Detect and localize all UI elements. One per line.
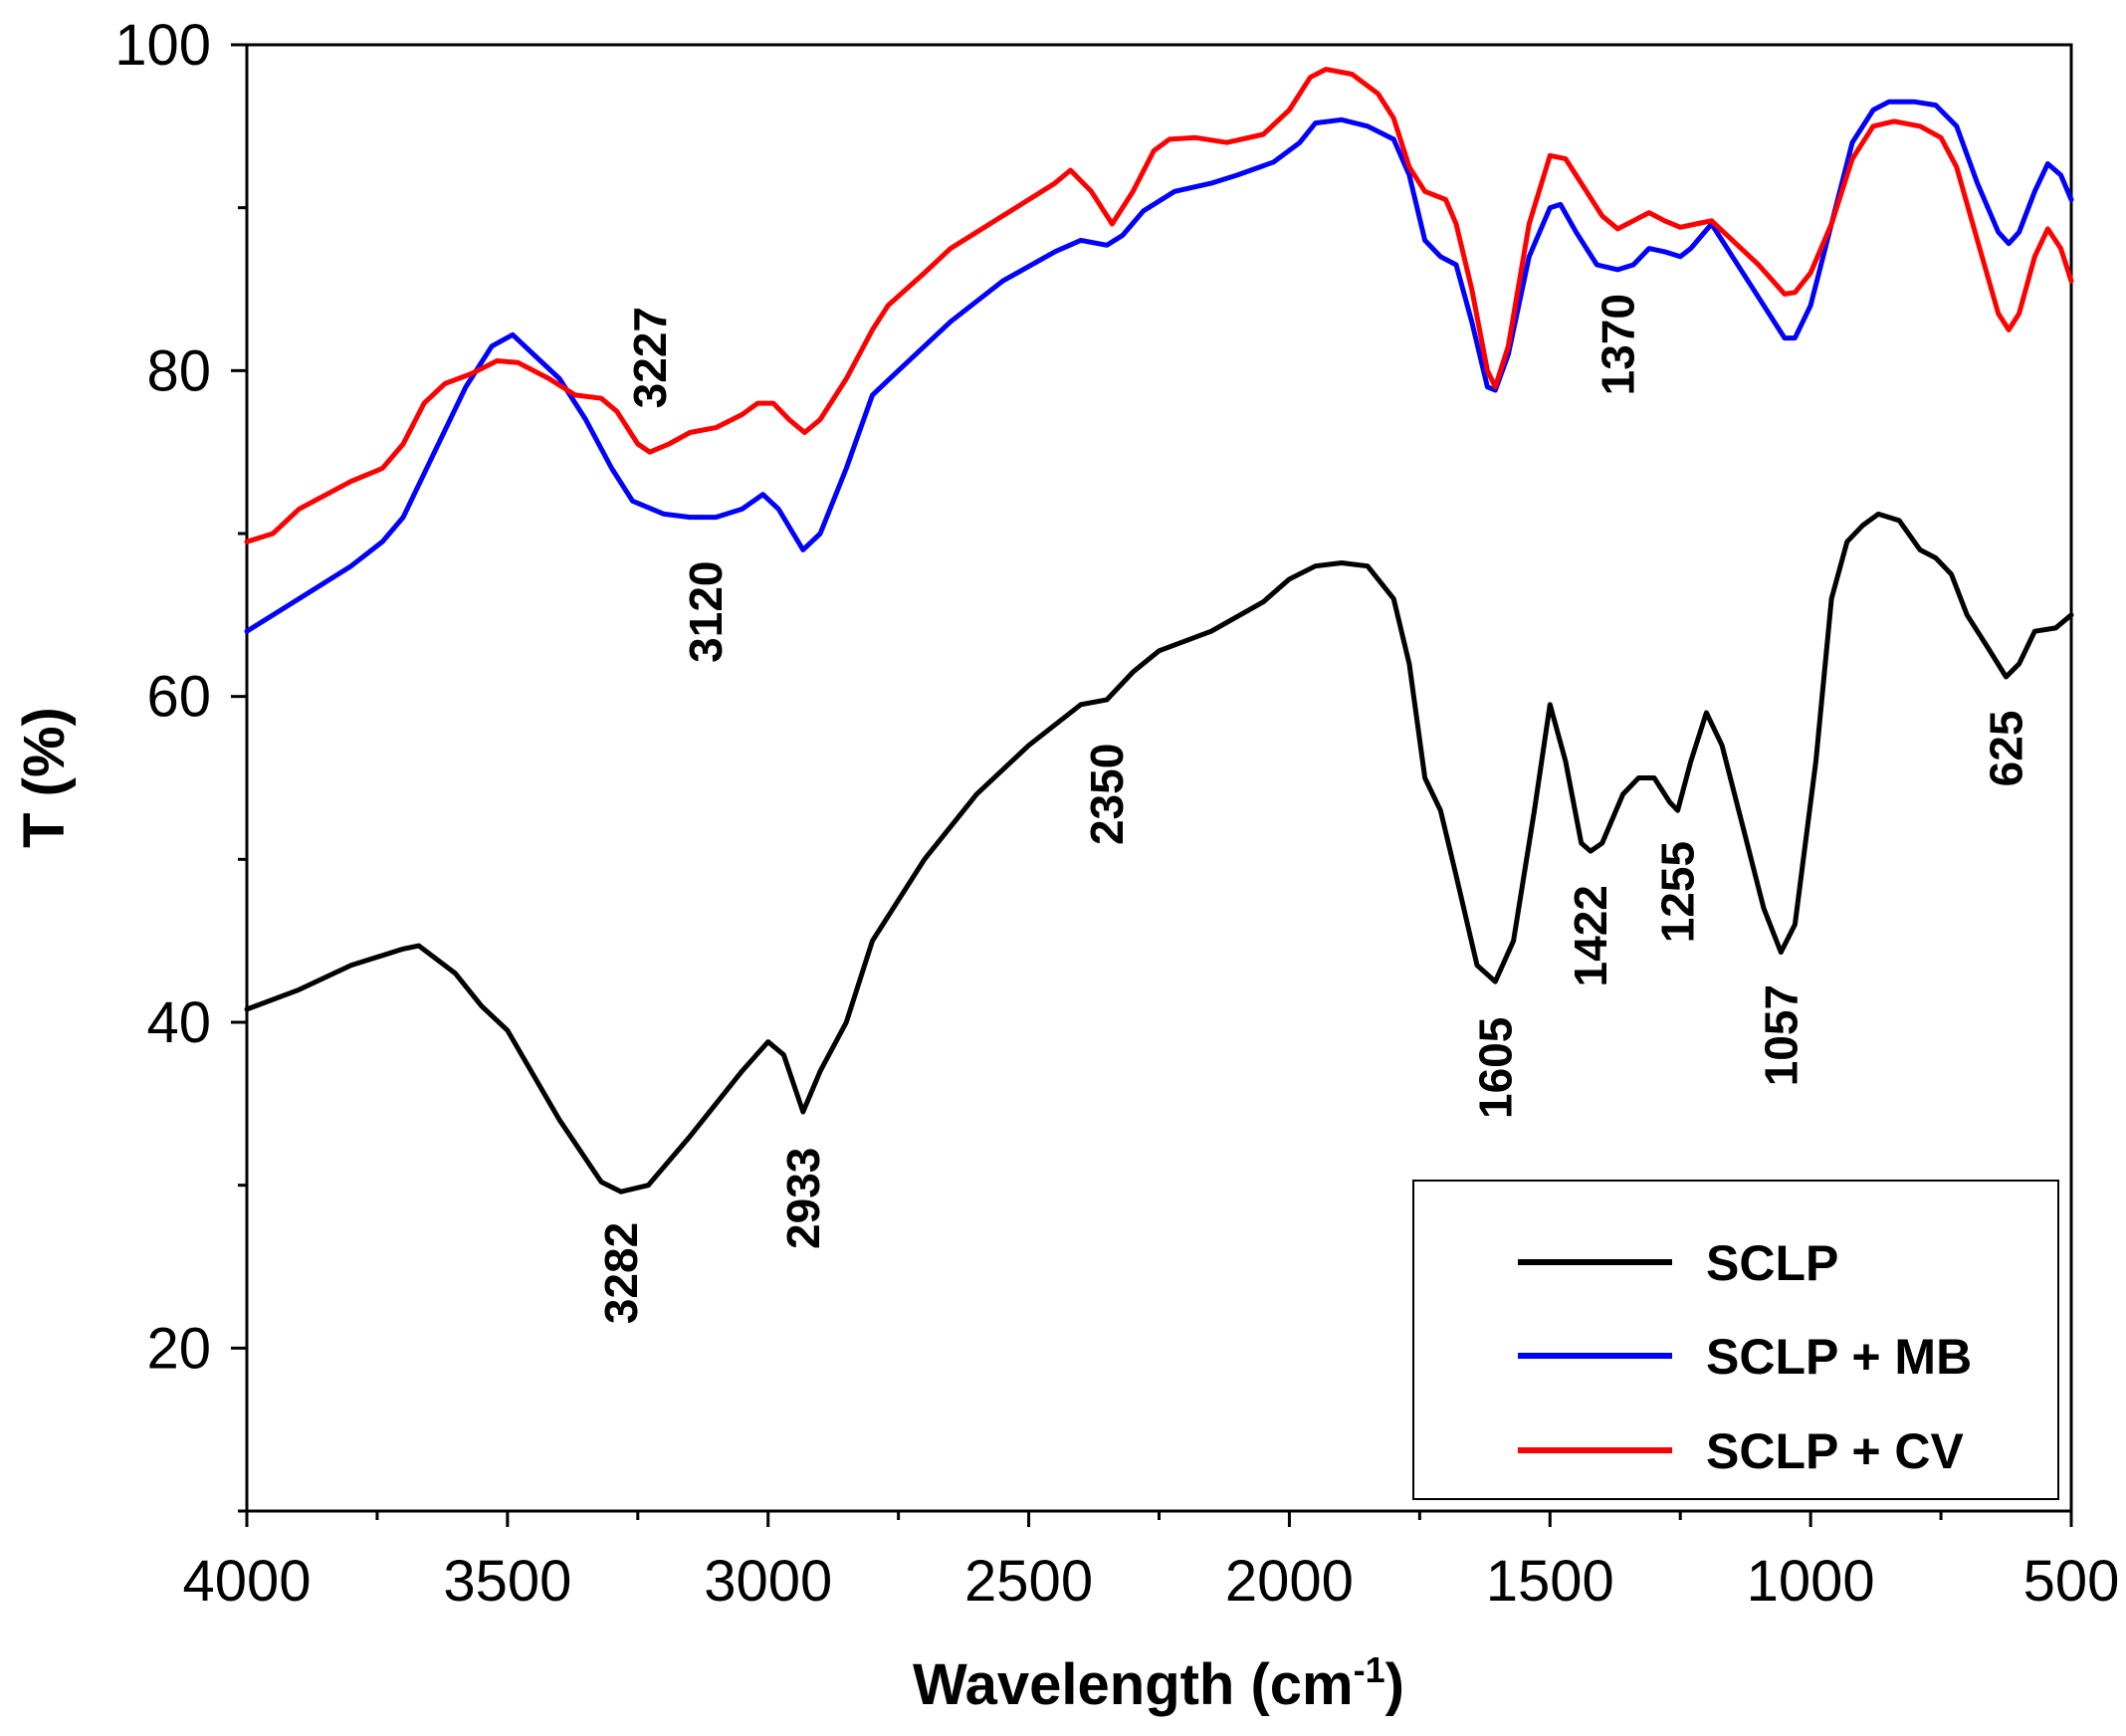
y-tick-label-40: 40: [146, 990, 211, 1055]
peak-label-1057: 1057: [1755, 984, 1807, 1086]
peak-label-3120: 3120: [680, 560, 732, 662]
series-line-sclp-cv: [244, 67, 2074, 544]
peak-label-3227: 3227: [624, 307, 676, 408]
peak-label-3282: 3282: [595, 1222, 647, 1324]
legend-label-sclp-cv: SCLP + CV: [1706, 1423, 1965, 1479]
series-line-sclp-mb: [244, 99, 2074, 634]
y-tick-label-100: 100: [114, 13, 211, 78]
x-tick-label-500: 500: [2023, 1549, 2120, 1614]
peak-label-2933: 2933: [777, 1148, 829, 1249]
peak-label-2350: 2350: [1081, 744, 1133, 845]
x-tick-label-2500: 2500: [964, 1549, 1093, 1614]
x-tick-label-1000: 1000: [1747, 1549, 1875, 1614]
y-axis-title: T (%): [12, 707, 77, 848]
series-layer: [244, 67, 2074, 1194]
axis-ticks: 4000 3500 3000 2500 2000 1500 1000 500 20 40 60 80 1…: [114, 13, 2119, 1614]
legend-box: [1412, 1180, 2059, 1500]
peak-label-1422: 1422: [1565, 885, 1616, 986]
series-line-sclp: [244, 511, 2074, 1194]
legend-label-sclp-mb: SCLP + MB: [1706, 1329, 1972, 1385]
x-tick-label-3000: 3000: [704, 1549, 832, 1614]
y-tick-label-60: 60: [146, 665, 211, 730]
x-axis-title: Wavelength (cm-1): [913, 1649, 1404, 1717]
peak-label-625: 625: [1981, 711, 2032, 787]
peak-label-1605: 1605: [1469, 1017, 1521, 1119]
x-tick-label-4000: 4000: [182, 1549, 311, 1614]
y-tick-label-20: 20: [146, 1316, 211, 1381]
legend: SCLP SCLP + MB SCLP + CV: [1412, 1180, 2059, 1500]
peak-label-1255: 1255: [1652, 841, 1704, 943]
x-tick-label-3500: 3500: [443, 1549, 571, 1614]
x-tick-label-1500: 1500: [1486, 1549, 1614, 1614]
peak-label-1370: 1370: [1592, 294, 1643, 395]
legend-label-sclp: SCLP: [1706, 1235, 1838, 1291]
peak-annotations: 3227 3120 3282 2933 2350 1605 1422 1255 1057 1370…: [595, 294, 2031, 1324]
y-tick-label-80: 80: [146, 338, 211, 403]
x-tick-label-2000: 2000: [1225, 1549, 1354, 1614]
